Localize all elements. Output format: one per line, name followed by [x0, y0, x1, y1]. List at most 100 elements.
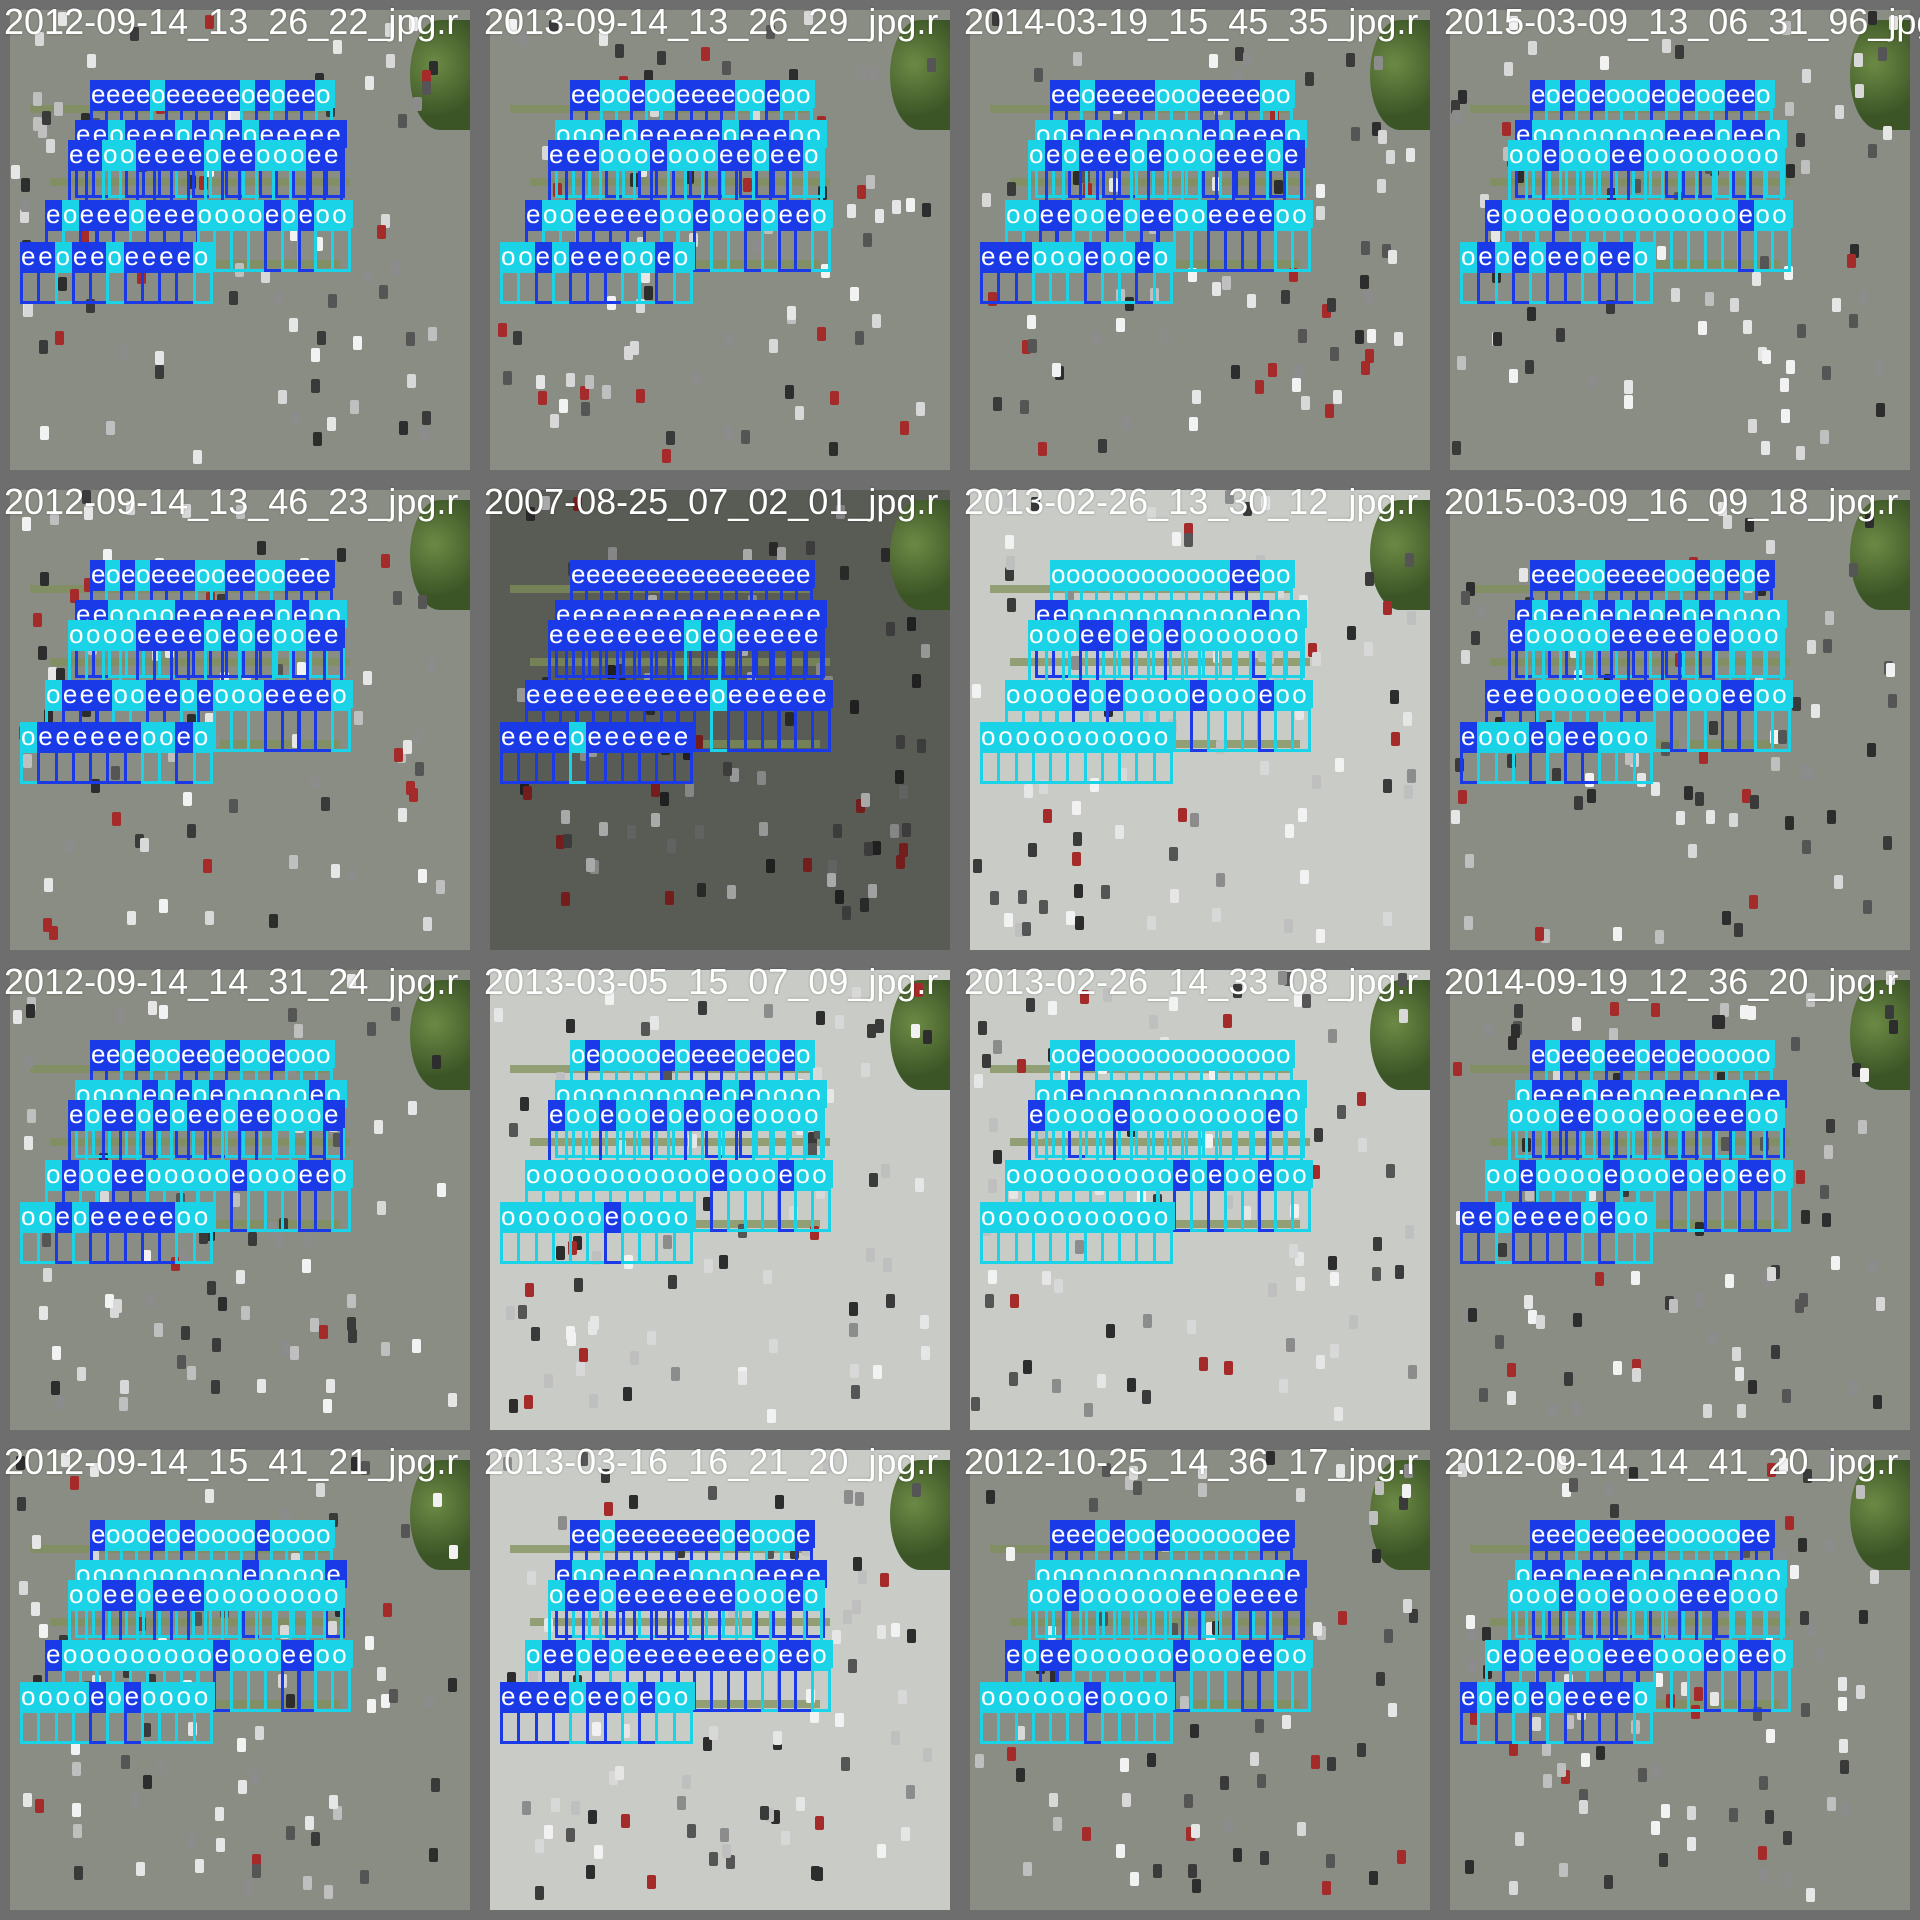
background-car	[181, 1325, 191, 1340]
background-car	[566, 372, 576, 387]
image-filename: 2012-09-14_14_41_20_jpg.r	[1444, 1441, 1899, 1482]
detection-label: o	[1152, 722, 1175, 750]
background-car	[1451, 99, 1461, 114]
background-car	[1051, 362, 1061, 377]
background-car	[324, 1885, 334, 1900]
background-car	[427, 658, 437, 673]
background-car	[1404, 784, 1414, 799]
background-car	[1674, 44, 1684, 59]
detection-box-occupied	[192, 1710, 213, 1744]
background-car	[832, 823, 842, 838]
background-car	[1508, 1880, 1518, 1895]
background-car	[1372, 1266, 1382, 1281]
background-car	[585, 375, 595, 390]
background-car	[155, 365, 165, 380]
background-car	[50, 1380, 60, 1395]
background-car	[1796, 446, 1806, 461]
background-car	[278, 389, 288, 404]
background-car	[1114, 824, 1124, 839]
detection-label: o	[1028, 140, 1050, 168]
background-car	[1887, 693, 1897, 708]
background-car	[817, 326, 827, 341]
detection-label: e	[1096, 140, 1118, 168]
background-car	[403, 740, 413, 755]
background-car	[520, 1097, 530, 1112]
background-car	[1405, 552, 1415, 567]
detection-label: o	[684, 140, 706, 168]
background-car	[1368, 1871, 1378, 1886]
detection-label: e	[45, 200, 67, 228]
background-car	[1234, 47, 1244, 62]
background-car	[1373, 1236, 1383, 1251]
background-car	[1315, 928, 1325, 943]
background-car	[302, 1233, 312, 1248]
background-car	[1859, 1610, 1869, 1625]
detection-label: o	[1661, 140, 1683, 168]
background-car	[121, 1754, 131, 1769]
background-car	[1116, 1844, 1126, 1859]
detection-label: e	[1283, 1580, 1305, 1608]
background-car	[726, 884, 736, 899]
background-car	[347, 1293, 357, 1308]
background-car	[1759, 255, 1769, 270]
background-car	[803, 10, 813, 25]
background-car	[1289, 267, 1299, 282]
background-car	[385, 54, 395, 69]
background-car	[1624, 380, 1634, 395]
background-car	[1298, 329, 1308, 344]
background-car	[327, 416, 337, 431]
detection-box-empty	[672, 750, 693, 784]
background-car	[116, 1009, 126, 1024]
background-car	[494, 1007, 504, 1022]
detection-box-occupied	[1291, 1188, 1311, 1232]
detection-label: e	[323, 1100, 345, 1128]
background-car	[1398, 1495, 1408, 1510]
background-car	[1624, 394, 1634, 409]
background-car	[1451, 110, 1461, 125]
background-car	[33, 92, 43, 107]
background-car	[193, 449, 203, 464]
background-car	[1124, 297, 1134, 312]
background-car	[1631, 1367, 1641, 1382]
detection-label: e	[650, 140, 672, 168]
detection-label: o	[1283, 1100, 1305, 1128]
background-car	[282, 242, 292, 257]
background-car	[1220, 1775, 1230, 1790]
background-car	[752, 238, 762, 253]
background-car	[1190, 1723, 1200, 1738]
detection-box-occupied	[331, 1668, 351, 1712]
background-car	[1224, 1818, 1234, 1833]
detection-label: o	[106, 242, 129, 270]
background-car	[18, 1580, 28, 1595]
background-car	[382, 1603, 392, 1618]
background-car	[1098, 439, 1108, 454]
detection-label: e	[1232, 140, 1254, 168]
background-car	[1631, 1271, 1641, 1286]
background-car	[157, 1760, 167, 1775]
background-car	[437, 1182, 447, 1197]
detection-label: e	[153, 140, 175, 168]
background-car	[1651, 1003, 1661, 1018]
background-car	[118, 1397, 128, 1412]
background-car	[422, 80, 432, 95]
background-car	[1009, 1372, 1019, 1387]
background-car	[1321, 304, 1331, 319]
background-car	[691, 371, 701, 386]
background-car	[826, 872, 836, 887]
detection-label: e	[1045, 140, 1067, 168]
background-car	[989, 1117, 999, 1132]
background-car	[1270, 109, 1280, 124]
background-car	[389, 1688, 399, 1703]
detection-label: o	[1152, 242, 1175, 270]
background-car	[1856, 1485, 1866, 1500]
background-car	[1785, 164, 1795, 179]
background-car	[186, 823, 196, 838]
background-car	[1889, 1019, 1899, 1034]
background-car	[1477, 604, 1487, 619]
background-car	[38, 646, 48, 661]
background-car	[177, 1354, 187, 1369]
background-car	[127, 910, 137, 925]
